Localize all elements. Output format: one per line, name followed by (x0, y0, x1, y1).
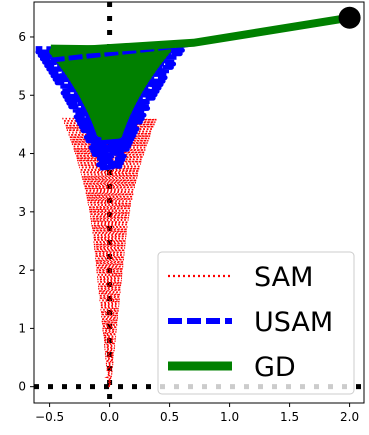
start-point-marker (338, 6, 361, 29)
series-gd-approach (55, 13, 351, 56)
y-tick-label: 5 (18, 88, 26, 102)
legend-label-usam: USAM (254, 307, 333, 338)
legend-box (157, 251, 355, 395)
x-tick-label: 1.5 (280, 410, 299, 424)
legend-label-sam: SAM (254, 262, 313, 293)
y-tick-label: 2 (18, 263, 26, 277)
x-tick-label: −0.5 (35, 410, 64, 424)
y-tick-label: 4 (18, 147, 26, 161)
legend: SAM USAM GD (157, 251, 355, 395)
x-tick-label: 2.0 (340, 410, 359, 424)
series-gd-line (49, 44, 172, 141)
axes-frame (33, 1, 365, 404)
axis-ticks: −0.5 0.0 0.5 1.0 1.5 2.0 0 1 2 3 4 5 6 (18, 30, 359, 424)
y-tick-label: 6 (18, 30, 26, 44)
x-tick-label: 0.0 (100, 410, 119, 424)
x-tick-label: 1.0 (220, 410, 239, 424)
legend-label-gd: GD (254, 352, 296, 383)
y-tick-label: 3 (18, 205, 26, 219)
x-tick-label: 0.5 (160, 410, 179, 424)
y-tick-label: 1 (18, 321, 26, 335)
y-tick-label: 0 (18, 380, 26, 394)
